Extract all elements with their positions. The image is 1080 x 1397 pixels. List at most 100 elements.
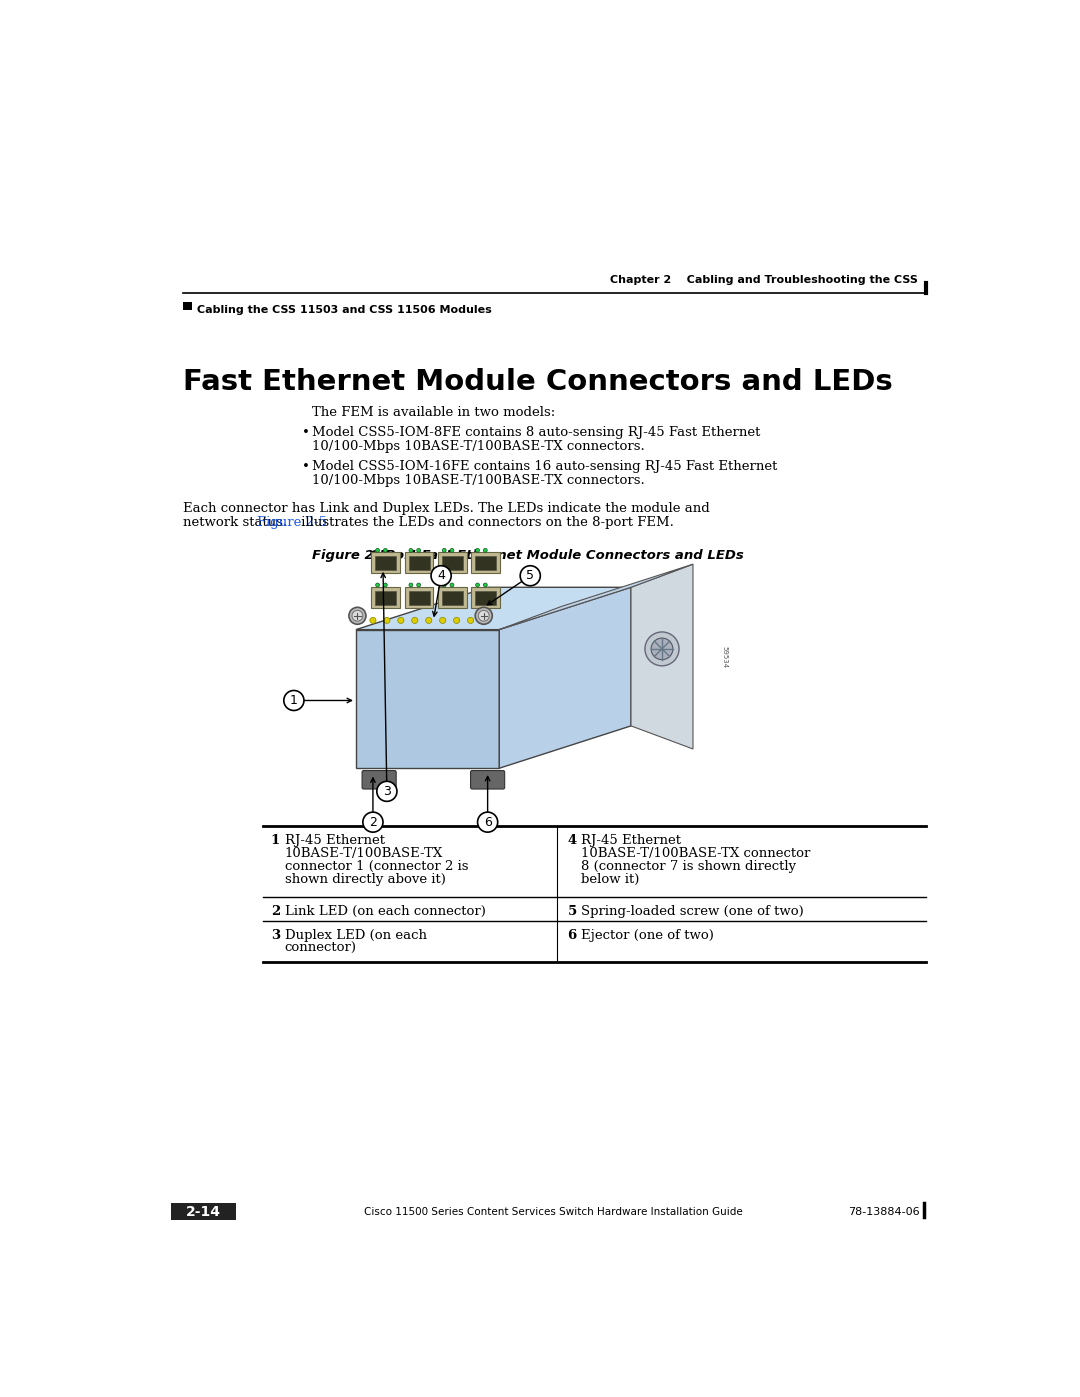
Text: 4: 4	[567, 834, 577, 847]
Polygon shape	[499, 587, 631, 768]
Circle shape	[352, 610, 363, 622]
Polygon shape	[356, 587, 631, 630]
Circle shape	[440, 617, 446, 623]
Text: 6: 6	[567, 929, 577, 942]
Text: connector 1 (connector 2 is: connector 1 (connector 2 is	[284, 861, 468, 873]
Circle shape	[397, 617, 404, 623]
Circle shape	[478, 610, 489, 622]
Circle shape	[383, 617, 390, 623]
Circle shape	[475, 608, 492, 624]
FancyBboxPatch shape	[375, 556, 396, 570]
Circle shape	[383, 583, 388, 587]
Circle shape	[431, 566, 451, 585]
Circle shape	[409, 583, 413, 587]
Text: connector): connector)	[284, 942, 356, 956]
Text: 5: 5	[567, 904, 577, 918]
Text: Figure 2-5: Figure 2-5	[257, 515, 326, 528]
Text: 3: 3	[383, 785, 391, 798]
Circle shape	[383, 549, 388, 552]
Circle shape	[417, 549, 420, 552]
Circle shape	[369, 617, 376, 623]
Text: The FEM is available in two models:: The FEM is available in two models:	[312, 407, 555, 419]
FancyBboxPatch shape	[475, 556, 496, 570]
Text: Link LED (on each connector): Link LED (on each connector)	[284, 904, 485, 918]
Text: 78-13884-06: 78-13884-06	[849, 1207, 920, 1217]
Text: RJ-45 Ethernet: RJ-45 Ethernet	[284, 834, 384, 847]
Text: Chapter 2    Cabling and Troubleshooting the CSS: Chapter 2 Cabling and Troubleshooting th…	[610, 275, 918, 285]
Bar	[183, 302, 191, 310]
Text: below it): below it)	[581, 873, 639, 886]
FancyBboxPatch shape	[438, 587, 467, 608]
Circle shape	[426, 617, 432, 623]
Text: Model CSS5-IOM-8FE contains 8 auto-sensing RJ-45 Fast Ethernet: Model CSS5-IOM-8FE contains 8 auto-sensi…	[312, 426, 760, 440]
Circle shape	[475, 549, 480, 552]
Text: 2: 2	[369, 816, 377, 828]
Text: Fast Ethernet Module Connectors and LEDs: Fast Ethernet Module Connectors and LEDs	[183, 367, 893, 395]
Text: •: •	[301, 460, 310, 474]
Circle shape	[284, 690, 303, 711]
Circle shape	[349, 608, 366, 624]
Text: RJ-45 Ethernet: RJ-45 Ethernet	[581, 834, 680, 847]
Circle shape	[377, 781, 397, 802]
FancyBboxPatch shape	[171, 1203, 235, 1220]
FancyBboxPatch shape	[362, 771, 396, 789]
Text: Duplex LED (on each: Duplex LED (on each	[284, 929, 427, 942]
Text: Cisco 11500 Series Content Services Switch Hardware Installation Guide: Cisco 11500 Series Content Services Swit…	[364, 1207, 743, 1217]
Text: 1: 1	[271, 834, 280, 847]
Polygon shape	[499, 564, 693, 630]
FancyBboxPatch shape	[438, 552, 467, 573]
Circle shape	[645, 631, 679, 666]
Circle shape	[521, 566, 540, 585]
Circle shape	[454, 617, 460, 623]
Circle shape	[376, 583, 379, 587]
Text: 4: 4	[437, 569, 445, 583]
FancyBboxPatch shape	[375, 591, 396, 605]
Text: 8 (connector 7 is shown directly: 8 (connector 7 is shown directly	[581, 861, 796, 873]
FancyBboxPatch shape	[442, 591, 463, 605]
Text: 2: 2	[271, 904, 280, 918]
FancyBboxPatch shape	[475, 591, 496, 605]
FancyBboxPatch shape	[405, 552, 433, 573]
Text: 6: 6	[484, 816, 491, 828]
Text: 10BASE-T/100BASE-TX: 10BASE-T/100BASE-TX	[284, 847, 443, 859]
Text: Ejector (one of two): Ejector (one of two)	[581, 929, 714, 942]
Text: network status.: network status.	[183, 515, 292, 528]
Circle shape	[450, 549, 454, 552]
FancyBboxPatch shape	[442, 556, 463, 570]
Circle shape	[484, 549, 487, 552]
Text: shown directly above it): shown directly above it)	[284, 873, 445, 886]
FancyBboxPatch shape	[405, 587, 433, 608]
Circle shape	[363, 812, 383, 833]
FancyBboxPatch shape	[471, 587, 500, 608]
Polygon shape	[631, 564, 693, 749]
Text: 1: 1	[289, 694, 298, 707]
Text: Figure 2-5: Figure 2-5	[312, 549, 388, 562]
FancyBboxPatch shape	[372, 587, 400, 608]
Circle shape	[409, 549, 413, 552]
Circle shape	[484, 583, 487, 587]
Text: illustrates the LEDs and connectors on the 8-port FEM.: illustrates the LEDs and connectors on t…	[297, 515, 674, 528]
Text: 2-14: 2-14	[186, 1204, 220, 1218]
Text: 8-Port Fast Ethernet Module Connectors and LEDs: 8-Port Fast Ethernet Module Connectors a…	[352, 549, 744, 562]
FancyBboxPatch shape	[471, 771, 504, 789]
FancyBboxPatch shape	[408, 591, 430, 605]
Circle shape	[411, 617, 418, 623]
Circle shape	[477, 812, 498, 833]
FancyBboxPatch shape	[471, 552, 500, 573]
Circle shape	[651, 638, 673, 659]
Text: Spring-loaded screw (one of two): Spring-loaded screw (one of two)	[581, 904, 804, 918]
Circle shape	[443, 583, 446, 587]
FancyBboxPatch shape	[372, 552, 400, 573]
Text: 3: 3	[271, 929, 280, 942]
Polygon shape	[356, 630, 499, 768]
Text: Model CSS5-IOM-16FE contains 16 auto-sensing RJ-45 Fast Ethernet: Model CSS5-IOM-16FE contains 16 auto-sen…	[312, 460, 778, 474]
Text: 10/100-Mbps 10BASE-T/100BASE-TX connectors.: 10/100-Mbps 10BASE-T/100BASE-TX connecto…	[312, 474, 645, 488]
Text: Each connector has Link and Duplex LEDs. The LEDs indicate the module and: Each connector has Link and Duplex LEDs.…	[183, 502, 710, 515]
Circle shape	[376, 549, 379, 552]
FancyBboxPatch shape	[408, 556, 430, 570]
Circle shape	[468, 617, 474, 623]
Text: 5: 5	[526, 569, 535, 583]
Circle shape	[450, 583, 454, 587]
Circle shape	[443, 549, 446, 552]
Circle shape	[475, 583, 480, 587]
